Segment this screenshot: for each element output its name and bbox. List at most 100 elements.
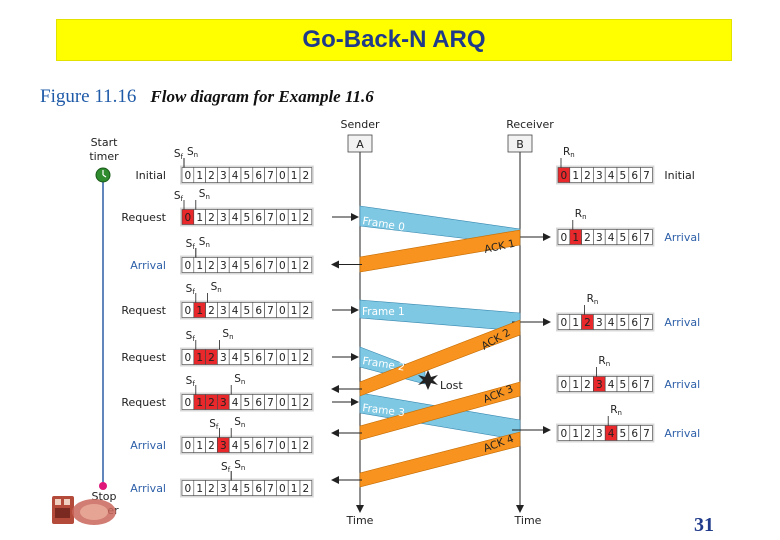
- sf-pointer-label: Sf: [174, 148, 184, 161]
- sender-seq-number: 0: [185, 483, 192, 495]
- sender-time-label: Time: [346, 514, 374, 527]
- sender-seq-number: 1: [291, 483, 298, 495]
- sender-seq-number: 7: [267, 440, 274, 452]
- sender-seq-number: 0: [279, 305, 286, 317]
- sender-seq-number: 1: [291, 352, 298, 364]
- sender-seq-number: 3: [220, 305, 227, 317]
- sender-label: Sender: [341, 118, 380, 131]
- sender-seq-number: 2: [303, 212, 310, 224]
- sender-seq-number: 2: [208, 170, 215, 182]
- sender-seq-number: 6: [255, 260, 262, 272]
- sender-seq-number: 0: [185, 305, 192, 317]
- sender-seq-number: 2: [303, 397, 310, 409]
- figure-number: Figure 11.16: [40, 86, 137, 107]
- receiver-seq-number: 4: [608, 428, 615, 440]
- sender-seq-number: 2: [303, 352, 310, 364]
- sender-seq-number: 1: [291, 260, 298, 272]
- sender-seq-number: 1: [196, 352, 203, 364]
- receiver-seq-number: 1: [572, 379, 579, 391]
- sender-seq-number: 7: [267, 305, 274, 317]
- sender-seq-number: 1: [196, 483, 203, 495]
- sn-subscript: n: [205, 193, 209, 201]
- sender-seq-number: 2: [208, 305, 215, 317]
- sender-seq-number: 0: [185, 397, 192, 409]
- sn-pointer-label: Sn: [199, 188, 210, 201]
- sender-event-label: Request: [121, 211, 166, 224]
- sender-seq-number: 2: [208, 352, 215, 364]
- sender-seq-number: 0: [185, 170, 192, 182]
- sender-seq-cell: [299, 480, 313, 496]
- sender-seq-number: 4: [232, 260, 239, 272]
- receiver-seq-number: 3: [596, 170, 603, 182]
- receiver-seq-number: 0: [561, 428, 568, 440]
- sender-seq-number: 4: [232, 352, 239, 364]
- receiver-seq-number: 2: [584, 428, 591, 440]
- timer-stop-dot: [99, 482, 107, 490]
- sender-box-label: A: [356, 138, 364, 151]
- sender-seq-number: 0: [279, 397, 286, 409]
- sender-seq-number: 0: [185, 440, 192, 452]
- receiver-seq-number: 1: [572, 317, 579, 329]
- sender-seq-number: 7: [267, 260, 274, 272]
- receiver-seq-number: 0: [561, 379, 568, 391]
- sender-seq-number: 7: [267, 170, 274, 182]
- sn-pointer-label: Sn: [199, 236, 210, 249]
- receiver-seq-number: 5: [620, 232, 627, 244]
- receiver-seq-cell: [640, 229, 653, 245]
- sender-seq-number: 1: [196, 170, 203, 182]
- university-logo: [52, 496, 116, 525]
- receiver-seq-number: 4: [608, 379, 615, 391]
- sn-subscript: n: [205, 241, 209, 249]
- frame-label: Frame 3: [362, 402, 406, 419]
- receiver-box-label: B: [516, 138, 524, 151]
- sn-subscript: n: [241, 464, 245, 472]
- sf-subscript: f: [192, 335, 195, 343]
- receiver-seq-number: 6: [631, 379, 638, 391]
- page-title: Go-Back-N ARQ: [302, 26, 486, 53]
- sender-seq-number: 5: [244, 352, 251, 364]
- sender-seq-number: 0: [279, 440, 286, 452]
- sf-subscript: f: [192, 380, 195, 388]
- sender-seq-number: 6: [255, 352, 262, 364]
- sender-seq-number: 3: [220, 212, 227, 224]
- receiver-seq-number: 4: [608, 232, 615, 244]
- receiver-seq-number: 2: [584, 170, 591, 182]
- receiver-seq-number: 2: [584, 317, 591, 329]
- rn-subscript: n: [582, 213, 586, 221]
- sender-seq-number: 2: [208, 483, 215, 495]
- receiver-seq-cell: [640, 376, 653, 392]
- receiver-event-label: Initial: [664, 169, 694, 182]
- sender-seq-number: 2: [303, 170, 310, 182]
- sender-seq-number: 7: [267, 352, 274, 364]
- receiver-seq-number: 1: [572, 232, 579, 244]
- sender-seq-number: 0: [279, 483, 286, 495]
- sender-seq-number: 1: [196, 305, 203, 317]
- ack-arrow: [359, 229, 521, 273]
- sf-subscript: f: [228, 466, 231, 474]
- sender-seq-number: 6: [255, 440, 262, 452]
- sf-pointer-label: Sf: [209, 418, 219, 431]
- sender-seq-cell: [299, 302, 313, 318]
- sender-seq-number: 1: [291, 440, 298, 452]
- receiver-seq-number: 1: [572, 170, 579, 182]
- sender-seq-number: 1: [196, 260, 203, 272]
- receiver-seq-number: 2: [584, 232, 591, 244]
- rn-pointer-label: Rn: [598, 355, 610, 368]
- sender-seq-cell: [299, 209, 313, 225]
- receiver-seq-number: 5: [620, 317, 627, 329]
- start-timer-label: timer: [89, 150, 119, 163]
- sender-seq-number: 1: [291, 170, 298, 182]
- title-banner: Go-Back-N ARQ: [56, 19, 732, 61]
- receiver-seq-number: 3: [596, 317, 603, 329]
- sender-event-label: Request: [121, 304, 166, 317]
- sender-seq-number: 2: [208, 212, 215, 224]
- sender-seq-cell: [299, 167, 313, 183]
- sender-seq-number: 4: [232, 170, 239, 182]
- receiver-seq-number: 7: [643, 232, 650, 244]
- sn-pointer-label: Sn: [187, 146, 198, 159]
- sender-seq-number: 2: [208, 440, 215, 452]
- rn-subscript: n: [570, 151, 574, 159]
- receiver-seq-number: 6: [631, 317, 638, 329]
- sf-pointer-label: Sf: [186, 330, 196, 343]
